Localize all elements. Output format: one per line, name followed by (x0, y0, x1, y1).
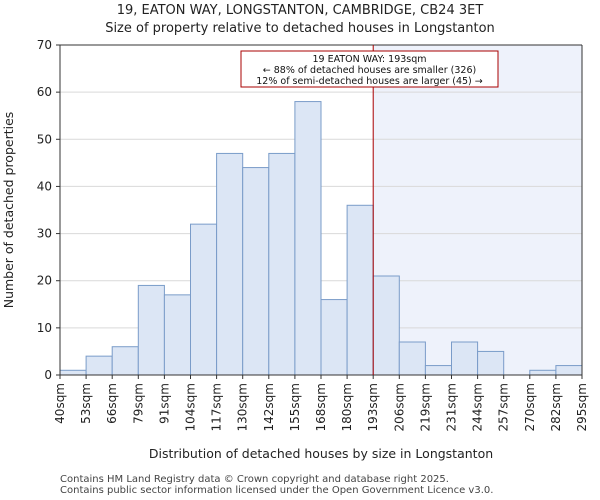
y-tick-label: 70 (37, 38, 52, 52)
x-tick-label: 180sqm (340, 383, 354, 431)
bar (137, 284, 165, 376)
x-tick-label: 193sqm (366, 383, 380, 431)
chart-title: 19, EATON WAY, LONGSTANTON, CAMBRIDGE, C… (116, 3, 484, 18)
bar (216, 152, 244, 376)
chart-subtitle: Size of property relative to detached ho… (105, 21, 495, 36)
bar (190, 223, 218, 376)
highlight-region (373, 45, 582, 375)
annotation-line-3: 12% of semi-detached houses are larger (… (256, 76, 483, 87)
x-tick-label: 79sqm (131, 383, 145, 424)
x-axis-title: Distribution of detached houses by size … (149, 446, 493, 461)
bar (555, 365, 583, 376)
x-tick-label: 244sqm (471, 383, 485, 431)
bar (451, 341, 479, 376)
x-tick-label: 91sqm (157, 383, 171, 424)
annotation-box (240, 50, 499, 88)
bar (294, 101, 322, 376)
bar (85, 355, 113, 376)
y-tick-label: 50 (37, 132, 52, 146)
x-tick-label: 155sqm (288, 383, 302, 431)
bar (242, 167, 270, 376)
y-tick-label: 40 (37, 179, 52, 193)
y-axis-title: Number of detached properties (1, 112, 16, 309)
bar (346, 204, 374, 376)
x-tick-label: 117sqm (210, 383, 224, 431)
bar (320, 299, 348, 376)
bar (59, 369, 87, 376)
x-tick-label: 257sqm (497, 383, 511, 431)
x-tick-label: 104sqm (184, 383, 198, 431)
footer-line-1: Contains HM Land Registry data © Crown c… (60, 474, 449, 485)
bar (398, 341, 426, 376)
annotation-line-2: ← 88% of detached houses are smaller (32… (263, 65, 476, 76)
x-tick-label: 142sqm (262, 383, 276, 431)
y-tick-label: 10 (37, 321, 52, 335)
bar (529, 369, 557, 376)
x-tick-label: 219sqm (418, 383, 432, 431)
x-tick-label: 231sqm (445, 383, 459, 431)
x-tick-label: 66sqm (105, 383, 119, 424)
y-tick-label: 20 (37, 274, 52, 288)
footer-line-2: Contains public sector information licen… (60, 485, 494, 496)
bar (372, 275, 400, 376)
y-tick-label: 0 (44, 368, 52, 382)
x-tick-label: 130sqm (236, 383, 250, 431)
x-tick-label: 295sqm (575, 383, 589, 431)
bar (424, 365, 452, 376)
x-tick-label: 282sqm (549, 383, 563, 431)
bar (111, 346, 139, 376)
x-tick-label: 40sqm (53, 383, 67, 424)
y-tick-label: 30 (37, 227, 52, 241)
bar (477, 350, 505, 376)
annotation-line-1: 19 EATON WAY: 193sqm (312, 54, 426, 65)
y-tick-label: 60 (37, 85, 52, 99)
x-tick-label: 270sqm (523, 383, 537, 431)
bar (163, 294, 191, 376)
bar (268, 152, 296, 376)
x-tick-label: 206sqm (392, 383, 406, 431)
x-tick-label: 53sqm (79, 383, 93, 424)
x-tick-label: 168sqm (314, 383, 328, 431)
